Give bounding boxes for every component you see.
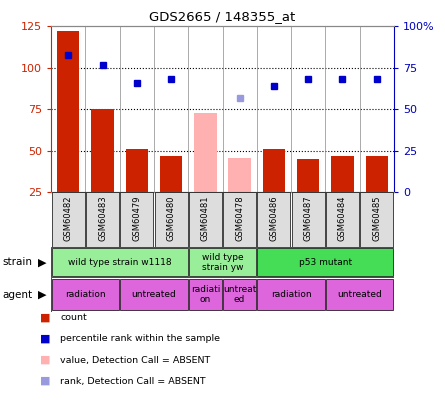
Text: GSM60480: GSM60480 — [166, 195, 176, 241]
Text: value, Detection Call = ABSENT: value, Detection Call = ABSENT — [60, 356, 210, 364]
Text: wild type
strain yw: wild type strain yw — [202, 253, 243, 272]
Text: agent: agent — [2, 290, 32, 300]
Text: percentile rank within the sample: percentile rank within the sample — [60, 335, 220, 343]
Bar — [297, 159, 320, 192]
Text: GSM60481: GSM60481 — [201, 195, 210, 241]
Text: untreated: untreated — [337, 290, 382, 299]
Text: count: count — [60, 313, 87, 322]
Bar — [258, 248, 393, 276]
Text: GSM60486: GSM60486 — [269, 195, 279, 241]
Bar — [52, 192, 85, 247]
Bar — [365, 156, 388, 192]
Bar — [52, 279, 119, 311]
Bar — [57, 31, 80, 192]
Bar — [223, 192, 256, 247]
Text: radiation: radiation — [271, 290, 312, 299]
Bar — [189, 192, 222, 247]
Bar — [360, 192, 393, 247]
Text: ▶: ▶ — [38, 290, 47, 300]
Text: ▶: ▶ — [38, 257, 47, 267]
Text: GSM60479: GSM60479 — [132, 195, 142, 241]
Bar — [86, 192, 119, 247]
Bar — [326, 279, 393, 311]
Bar — [155, 192, 187, 247]
Text: ■: ■ — [40, 334, 51, 344]
Bar — [326, 192, 359, 247]
Text: GSM60484: GSM60484 — [338, 195, 347, 241]
Bar — [91, 109, 114, 192]
Bar — [228, 158, 251, 192]
Text: GSM60485: GSM60485 — [372, 195, 381, 241]
Text: GSM60483: GSM60483 — [98, 195, 107, 241]
Bar — [189, 279, 222, 311]
Text: wild type strain w1118: wild type strain w1118 — [68, 258, 171, 267]
Bar — [263, 149, 285, 192]
Bar — [52, 248, 187, 276]
Text: ■: ■ — [40, 313, 51, 323]
Bar — [121, 192, 153, 247]
Bar — [125, 149, 148, 192]
Bar — [223, 279, 256, 311]
Text: GSM60487: GSM60487 — [303, 195, 313, 241]
Bar — [189, 248, 256, 276]
Bar — [331, 156, 354, 192]
Bar — [292, 192, 324, 247]
Text: p53 mutant: p53 mutant — [299, 258, 352, 267]
Text: GDS2665 / 148355_at: GDS2665 / 148355_at — [150, 10, 295, 23]
Bar — [258, 279, 324, 311]
Text: rank, Detection Call = ABSENT: rank, Detection Call = ABSENT — [60, 377, 206, 386]
Text: radiati
on: radiati on — [190, 285, 220, 304]
Text: GSM60478: GSM60478 — [235, 195, 244, 241]
Text: untreat
ed: untreat ed — [223, 285, 256, 304]
Text: ■: ■ — [40, 376, 51, 386]
Bar — [194, 113, 217, 192]
Text: radiation: radiation — [65, 290, 106, 299]
Text: strain: strain — [2, 257, 32, 267]
Text: untreated: untreated — [132, 290, 176, 299]
Text: GSM60482: GSM60482 — [64, 195, 73, 241]
Text: ■: ■ — [40, 355, 51, 365]
Bar — [258, 192, 290, 247]
Bar — [121, 279, 187, 311]
Bar — [160, 156, 182, 192]
